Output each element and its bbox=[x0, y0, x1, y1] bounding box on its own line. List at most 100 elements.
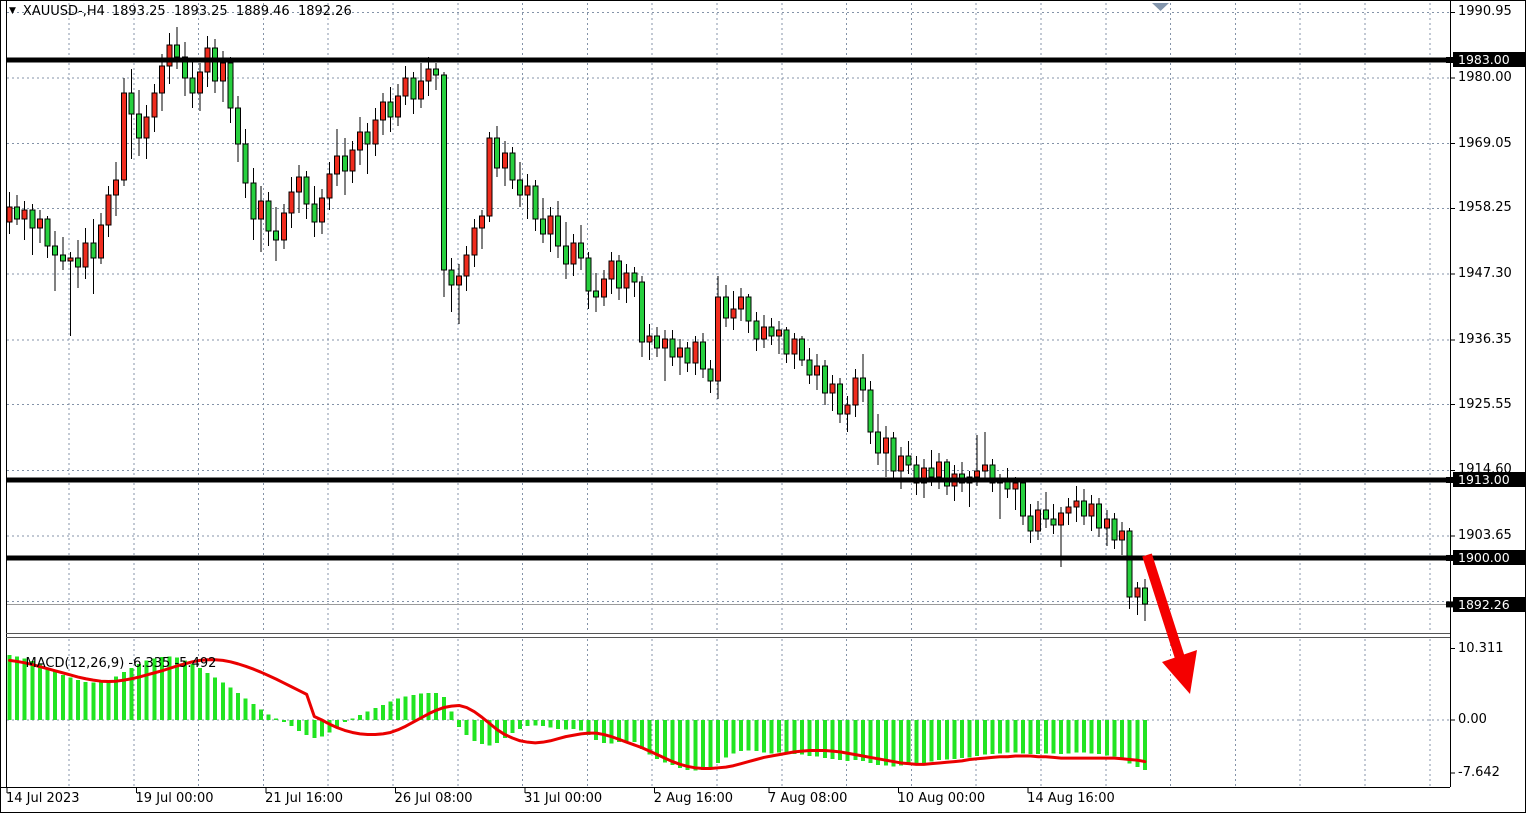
bull-candle bbox=[395, 95, 402, 118]
bull-candle bbox=[257, 200, 264, 220]
bull-candle bbox=[524, 185, 531, 196]
macd-histogram-bar bbox=[220, 682, 225, 720]
time-axis-label: 7 Aug 08:00 bbox=[768, 791, 848, 806]
macd-histogram-bar bbox=[868, 719, 873, 763]
horizontal-level-line bbox=[7, 57, 1450, 63]
macd-histogram-bar bbox=[274, 718, 279, 720]
bear-candle bbox=[585, 257, 592, 292]
macd-histogram-bar bbox=[205, 672, 210, 720]
macd-histogram-bar bbox=[792, 719, 797, 754]
bull-candle bbox=[715, 296, 722, 382]
bull-candle bbox=[814, 365, 821, 376]
macd-histogram-bar bbox=[822, 719, 827, 759]
bear-candle bbox=[1027, 515, 1034, 532]
bear-candle bbox=[806, 359, 813, 376]
macd-histogram-bar bbox=[632, 719, 637, 743]
macd-main-value: -6.335 bbox=[128, 656, 171, 671]
macd-histogram-bar bbox=[678, 719, 683, 768]
bull-candle bbox=[646, 335, 653, 343]
bear-candle bbox=[943, 461, 950, 487]
macd-name: MACD(12,26,9) bbox=[25, 656, 125, 671]
bull-candle bbox=[113, 179, 120, 196]
macd-histogram-bar bbox=[152, 658, 157, 720]
bull-candle bbox=[197, 71, 203, 94]
macd-histogram-bar bbox=[929, 719, 934, 762]
price-axis-label: 1903.65 bbox=[1458, 528, 1512, 544]
bear-candle bbox=[44, 218, 51, 247]
bull-candle bbox=[456, 275, 463, 286]
bull-candle bbox=[1058, 512, 1065, 526]
macd-histogram-bar bbox=[739, 719, 744, 752]
macd-histogram-bar bbox=[716, 719, 721, 763]
bear-candle bbox=[174, 44, 181, 58]
bear-candle bbox=[14, 206, 21, 220]
macd-histogram-bar bbox=[937, 719, 942, 761]
bull-candle bbox=[791, 338, 798, 355]
trend-arrow-icon bbox=[1162, 650, 1197, 694]
macd-histogram-bar bbox=[731, 719, 736, 754]
macd-histogram-bar bbox=[548, 719, 553, 728]
macd-histogram-bar bbox=[1120, 719, 1125, 759]
macd-histogram-bar bbox=[1043, 719, 1048, 754]
macd-histogram-bar bbox=[708, 719, 713, 769]
macd-histogram-bar bbox=[639, 719, 644, 750]
time-axis-label: 2 Aug 16:00 bbox=[653, 791, 734, 806]
bear-candle bbox=[494, 137, 501, 169]
time-axis-label: 14 Jul 2023 bbox=[6, 791, 80, 806]
macd-histogram-bar bbox=[769, 719, 774, 754]
bear-candle bbox=[532, 185, 539, 220]
bull-candle bbox=[425, 68, 432, 82]
macd-signal-value: -5.492 bbox=[174, 656, 217, 671]
bear-candle bbox=[59, 254, 66, 262]
time-axis-label: 31 Jul 00:00 bbox=[524, 791, 603, 806]
bear-candle bbox=[928, 467, 935, 478]
macd-axis-label: -7.642 bbox=[1458, 764, 1500, 780]
macd-histogram-bar bbox=[53, 671, 58, 720]
macd-histogram-bar bbox=[502, 719, 507, 739]
bear-candle bbox=[242, 143, 249, 184]
bull-candle bbox=[981, 464, 988, 472]
macd-histogram-bar bbox=[952, 719, 957, 759]
bull-candle bbox=[898, 455, 905, 472]
macd-histogram-bar bbox=[975, 719, 980, 757]
bull-candle bbox=[501, 152, 508, 169]
macd-histogram-bar bbox=[319, 719, 324, 737]
bear-candle bbox=[669, 338, 676, 358]
macd-histogram-bar bbox=[655, 719, 660, 759]
chart-shift-marker-icon bbox=[1152, 3, 1169, 11]
macd-histogram-bar bbox=[807, 719, 812, 757]
chart-title: ▼ XAUUSD-,H4 1893.25 1893.25 1889.46 1892.… bbox=[9, 4, 352, 19]
bear-candle bbox=[433, 68, 440, 76]
macd-histogram-bar bbox=[1036, 719, 1041, 754]
macd-histogram-bar bbox=[601, 719, 606, 743]
macd-histogram-bar bbox=[990, 719, 995, 754]
macd-histogram-bar bbox=[358, 715, 363, 720]
bear-candle bbox=[1050, 518, 1057, 526]
bear-candle bbox=[631, 272, 638, 283]
bear-candle bbox=[1111, 518, 1118, 541]
bear-candle bbox=[913, 464, 920, 484]
macd-histogram-bar bbox=[1005, 719, 1010, 753]
bull-candle bbox=[1103, 518, 1110, 529]
bear-candle bbox=[638, 281, 645, 343]
bear-candle bbox=[227, 62, 234, 109]
macd-histogram-bar bbox=[1135, 719, 1140, 768]
macd-histogram-bar bbox=[1074, 719, 1079, 753]
bear-candle bbox=[684, 347, 691, 364]
bear-candle bbox=[867, 389, 874, 433]
macd-histogram-bar bbox=[7, 654, 12, 720]
price-axis-label: 1969.05 bbox=[1458, 135, 1512, 151]
bull-candle bbox=[608, 260, 615, 280]
macd-histogram-bar bbox=[624, 719, 629, 741]
bull-candle bbox=[600, 278, 607, 298]
bear-candle bbox=[75, 257, 82, 268]
macd-histogram-bar bbox=[883, 719, 888, 766]
bear-candle bbox=[250, 182, 257, 220]
bull-candle bbox=[776, 329, 783, 337]
macd-histogram-bar bbox=[662, 719, 667, 763]
macd-histogram-bar bbox=[510, 719, 515, 734]
macd-histogram-bar bbox=[777, 719, 782, 753]
macd-histogram-bar bbox=[1127, 719, 1132, 764]
bear-candle bbox=[798, 338, 805, 361]
